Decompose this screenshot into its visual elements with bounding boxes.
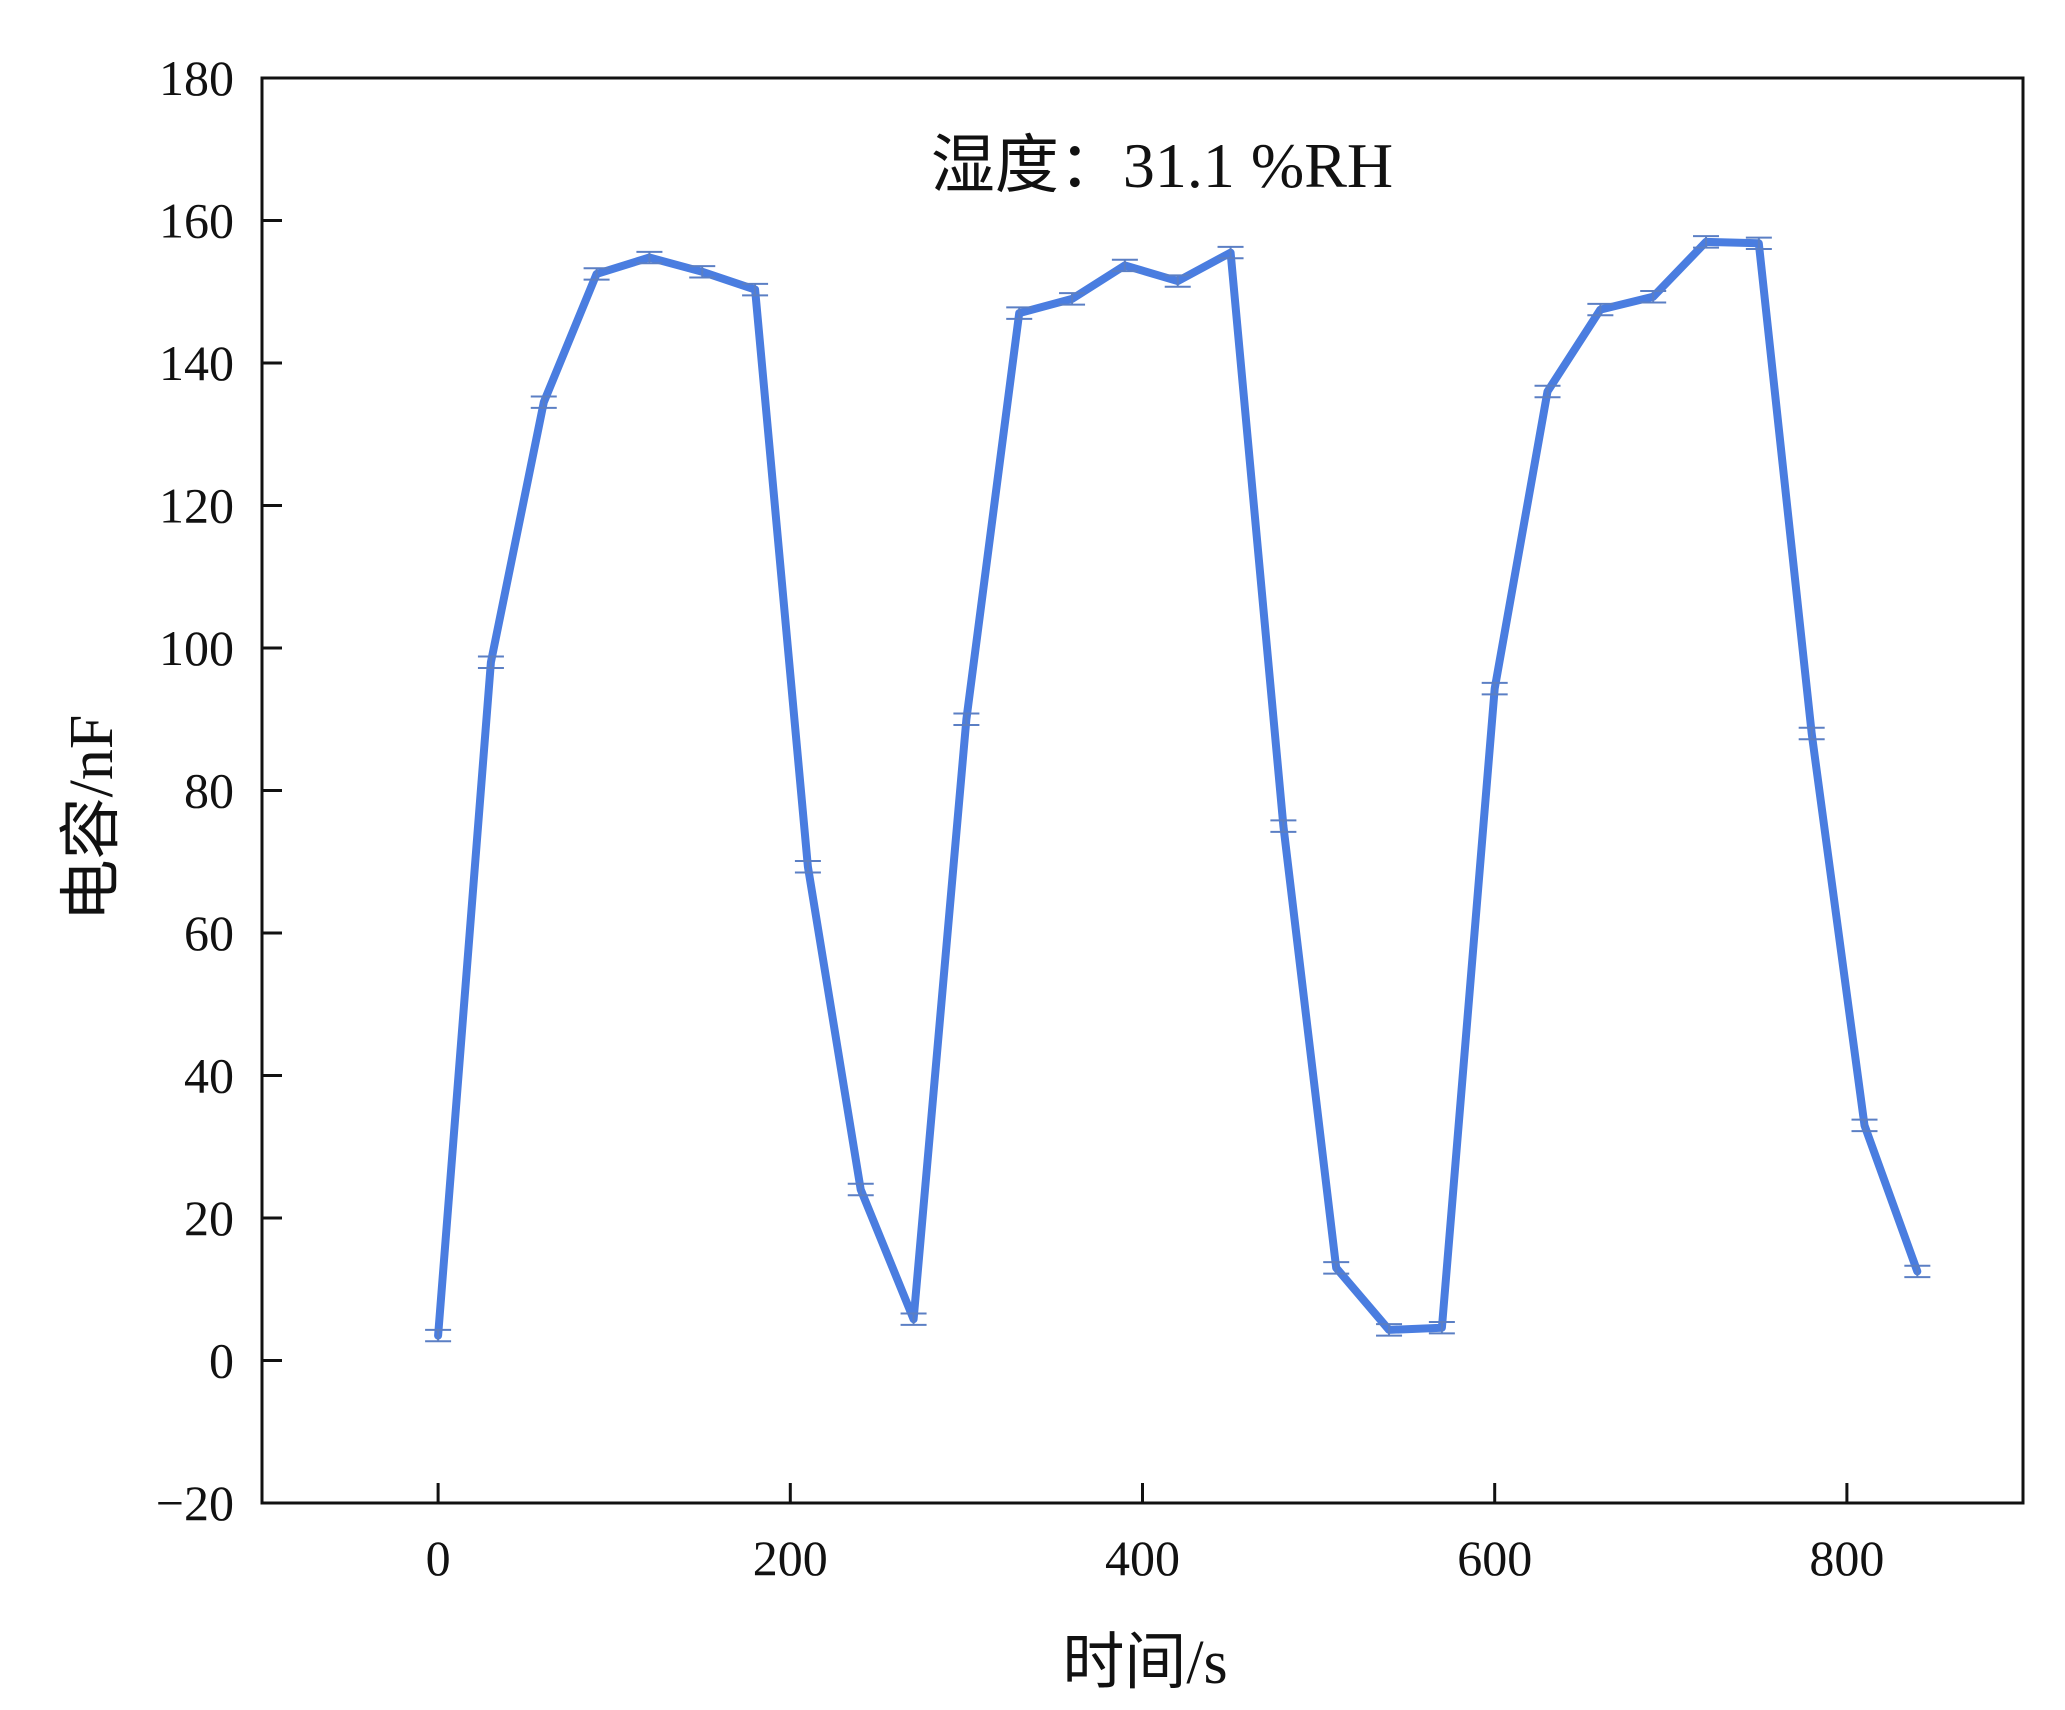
plot-frame (260, 76, 2025, 1505)
y-tick-label: 60 (184, 905, 234, 961)
data-point-error-bar (847, 1182, 874, 1197)
y-tick-label: 180 (159, 50, 234, 106)
x-tick-label: 200 (753, 1530, 828, 1586)
y-tick-label: 0 (209, 1333, 234, 1389)
axis-layer: 0 200 400 600 800 −20 0 20 40 60 80 100 120 140 160 180 (156, 50, 1885, 1586)
data-point-error-bar (1481, 681, 1508, 696)
data-point-error-bar (1270, 819, 1297, 833)
x-axis-title: 时间/s (1062, 1629, 1227, 1697)
data-point-error-bar (425, 1328, 452, 1343)
humidity-annotation: 湿度：31.1 %RH (931, 130, 1393, 201)
data-point-error-bar (1798, 726, 1825, 741)
y-tick-label: 40 (184, 1048, 234, 1104)
data-point-error-bar (583, 267, 610, 281)
data-point-error-bar (1745, 236, 1772, 250)
data-point-error-bar (689, 265, 716, 279)
y-tick-label: 80 (184, 763, 234, 819)
series-layer (434, 237, 1922, 1340)
data-point-error-bar (1111, 258, 1138, 273)
data-point-error-bar (1904, 1264, 1931, 1279)
y-tick-label: 100 (159, 620, 234, 676)
data-point-error-bar (1376, 1323, 1403, 1337)
y-tick-label: 20 (184, 1190, 234, 1246)
y-tick-label: −20 (156, 1475, 234, 1531)
data-point-error-bar (1587, 302, 1614, 317)
x-tick-label: 0 (426, 1530, 451, 1586)
data-point-error-bar (636, 250, 663, 265)
data-point-error-bar (1059, 292, 1086, 306)
data-point-error-bar (1164, 274, 1191, 288)
y-tick-label: 120 (159, 478, 234, 534)
plot-layer (260, 76, 2025, 1505)
y-tick-label: 140 (159, 335, 234, 391)
x-tick-label: 400 (1105, 1530, 1180, 1586)
data-point-error-bar (530, 395, 557, 409)
y-axis-title: 电容/nF (58, 715, 126, 922)
data-point-error-bar (1534, 384, 1561, 399)
x-tick-label: 800 (1809, 1530, 1884, 1586)
data-point-error-bar (1640, 290, 1667, 304)
data-point-error-bar (953, 712, 980, 726)
data-point-error-bar (1693, 235, 1720, 249)
data-point-error-bar (477, 655, 504, 669)
data-point-error-bar (1217, 245, 1244, 260)
data-point-error-bar (900, 1312, 927, 1326)
data-point-error-bar (1851, 1118, 1878, 1133)
y-tick-label: 160 (159, 193, 234, 249)
data-point-error-bar (742, 282, 769, 297)
data-point-error-bar (1428, 1321, 1455, 1335)
data-point-error-bar (1323, 1261, 1350, 1275)
x-tick-label: 600 (1457, 1530, 1532, 1586)
data-point-error-bar (1006, 306, 1033, 320)
series-line (434, 237, 1922, 1340)
error-bar-layer (425, 235, 1931, 1343)
data-point-error-bar (794, 860, 821, 874)
